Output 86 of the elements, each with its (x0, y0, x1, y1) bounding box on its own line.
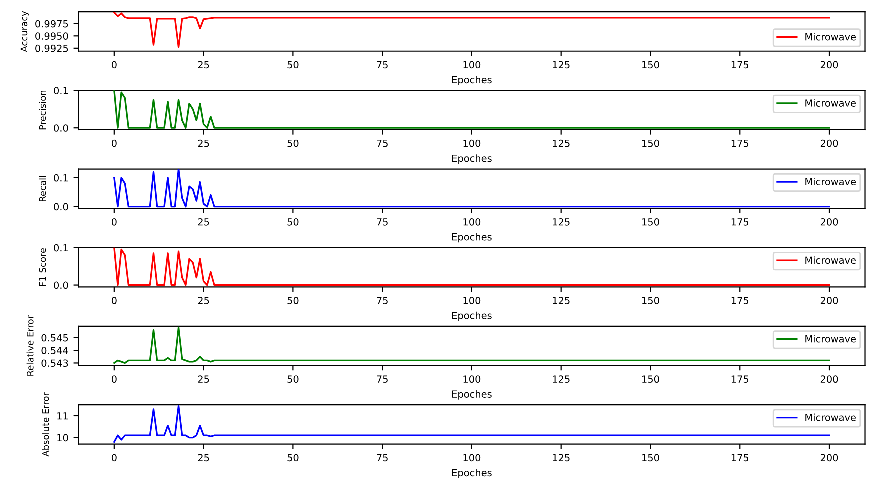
y-tick-label: 0.9950 (36, 32, 68, 40)
y-axis-title: Absolute Error (42, 392, 50, 457)
y-tick-label: 0.0 (54, 203, 68, 211)
x-tick-label: 0 (112, 454, 117, 462)
x-axis-title: Epoches (452, 390, 492, 400)
x-tick-label: 150 (642, 454, 660, 462)
y-tick-label: 0.1 (54, 87, 68, 95)
legend-label: Microwave (806, 256, 856, 264)
legend-label: Microwave (806, 178, 856, 186)
x-tick-label: 75 (377, 454, 388, 462)
x-tick-label: 25 (198, 140, 210, 148)
legend-label: Microwave (806, 414, 856, 422)
x-tick-label: 0 (112, 297, 117, 304)
x-tick-label: 0 (112, 61, 117, 69)
x-tick-label: 175 (732, 218, 749, 226)
legend-label: Microwave (806, 33, 856, 41)
y-tick-label: 0.544 (42, 347, 68, 354)
x-tick-label: 125 (553, 297, 570, 304)
y-tick-label: 0.1 (54, 174, 68, 182)
x-tick-label: 200 (820, 140, 838, 148)
x-tick-label: 175 (732, 297, 749, 304)
x-tick-label: 0 (112, 376, 117, 384)
x-tick-label: 175 (732, 376, 749, 384)
x-tick-label: 200 (820, 454, 838, 462)
x-tick-label: 25 (198, 297, 210, 304)
x-tick-label: 0 (112, 140, 117, 148)
x-tick-label: 200 (820, 61, 838, 69)
y-axis-title: Relative Error (26, 315, 34, 376)
y-tick-label: 0.543 (42, 360, 68, 368)
y-tick-label: 0.0 (54, 282, 68, 290)
x-tick-label: 150 (642, 297, 660, 304)
x-axis-title: Epoches (452, 154, 492, 164)
x-tick-label: 150 (642, 218, 660, 226)
y-axis-title: Recall (39, 176, 46, 202)
x-tick-label: 100 (464, 454, 481, 462)
x-tick-label: 100 (464, 140, 481, 148)
y-axis-title: Precision (39, 90, 46, 130)
x-tick-label: 25 (198, 61, 210, 69)
x-tick-label: 75 (377, 376, 388, 384)
x-axis-title: Epoches (452, 233, 492, 243)
y-axis-title: F1 Score (39, 248, 46, 286)
x-axis-title: Epoches (452, 76, 492, 86)
legend-label: Microwave (806, 99, 856, 107)
x-tick-label: 50 (288, 454, 299, 462)
x-tick-label: 200 (820, 376, 838, 384)
x-tick-label: 25 (198, 376, 210, 384)
x-tick-label: 175 (732, 454, 749, 462)
x-tick-label: 125 (553, 61, 570, 69)
x-tick-label: 125 (553, 454, 570, 462)
x-tick-label: 175 (732, 61, 749, 69)
y-axis-title: Accuracy (20, 11, 30, 52)
x-tick-label: 100 (464, 297, 481, 304)
x-tick-label: 125 (553, 140, 570, 148)
x-tick-label: 75 (377, 218, 388, 226)
y-tick-label: 0.545 (42, 334, 68, 342)
y-tick-label: 0.9925 (36, 44, 68, 52)
y-tick-label: 11 (58, 412, 68, 420)
x-tick-label: 175 (732, 140, 749, 148)
legend-label: Microwave (806, 335, 856, 343)
y-tick-label: 10 (58, 434, 68, 442)
x-tick-label: 50 (288, 376, 299, 384)
x-tick-label: 150 (642, 61, 660, 69)
x-tick-label: 50 (288, 218, 299, 226)
x-tick-label: 25 (198, 218, 210, 226)
x-tick-label: 100 (464, 376, 481, 384)
x-tick-label: 150 (642, 376, 660, 384)
x-tick-label: 50 (288, 61, 299, 69)
x-tick-label: 100 (464, 218, 481, 226)
x-tick-label: 75 (377, 61, 388, 69)
x-tick-label: 75 (377, 297, 388, 304)
y-tick-label: 0.0 (54, 124, 68, 132)
x-tick-label: 0 (112, 218, 117, 226)
y-tick-label: 0.9975 (36, 20, 68, 28)
x-axis-title: Epoches (452, 469, 492, 478)
x-tick-label: 50 (288, 140, 299, 148)
x-tick-label: 125 (553, 376, 570, 384)
x-tick-label: 100 (464, 61, 481, 69)
x-tick-label: 75 (377, 140, 388, 148)
y-tick-label: 0.1 (54, 244, 68, 252)
x-tick-label: 200 (820, 297, 838, 304)
x-tick-label: 200 (820, 218, 838, 226)
x-tick-label: 125 (553, 218, 570, 226)
x-tick-label: 50 (288, 297, 299, 304)
x-tick-label: 150 (642, 140, 660, 148)
x-axis-title: Epoches (452, 312, 492, 322)
x-tick-label: 25 (198, 454, 210, 462)
